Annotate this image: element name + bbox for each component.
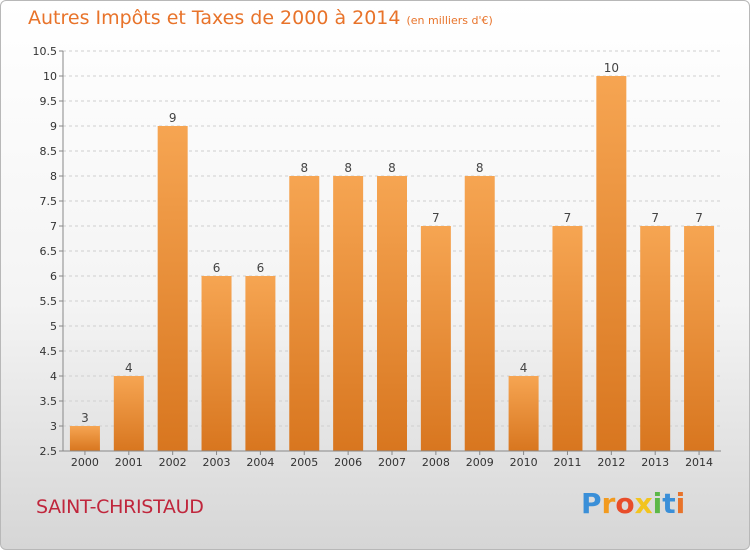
logo-letter: i	[652, 487, 663, 520]
x-tick-label: 2006	[334, 456, 362, 469]
chart-unit: (en milliers d'€)	[406, 14, 493, 27]
bar	[640, 226, 671, 451]
x-tick-label: 2007	[378, 456, 406, 469]
y-tick-label: 10	[43, 70, 57, 83]
data-label: 6	[257, 261, 265, 275]
data-label: 8	[476, 161, 484, 175]
bar	[684, 226, 715, 451]
x-tick-label: 2001	[115, 456, 143, 469]
x-tick-label: 2008	[422, 456, 450, 469]
bar	[420, 226, 451, 451]
bar	[289, 176, 320, 451]
x-tick-label: 2000	[71, 456, 99, 469]
data-label: 10	[604, 61, 619, 75]
data-label: 7	[651, 211, 659, 225]
commune-name: SAINT-CHRISTAUD	[36, 496, 204, 518]
y-tick-label: 10.5	[33, 45, 58, 58]
proxiti-logo: Proxiti	[581, 487, 685, 520]
y-tick-label: 7.5	[40, 195, 58, 208]
data-label: 4	[520, 361, 528, 375]
bar	[113, 376, 144, 451]
bar	[596, 76, 627, 451]
logo-letter: x	[634, 487, 653, 520]
data-label: 8	[388, 161, 396, 175]
data-label: 7	[564, 211, 572, 225]
logo-letter: P	[581, 487, 602, 520]
y-tick-label: 6.5	[40, 245, 58, 258]
data-label: 3	[81, 411, 89, 425]
data-label: 7	[432, 211, 440, 225]
y-tick-label: 8	[50, 170, 57, 183]
y-tick-label: 7	[50, 220, 57, 233]
logo-letter: o	[615, 487, 635, 520]
x-tick-label: 2005	[290, 456, 318, 469]
bar	[508, 376, 539, 451]
x-tick-label: 2009	[466, 456, 494, 469]
data-label: 8	[300, 161, 308, 175]
y-tick-label: 2.5	[40, 445, 58, 458]
x-tick-label: 2002	[159, 456, 187, 469]
bar	[201, 276, 232, 451]
x-tick-label: 2004	[246, 456, 274, 469]
bar	[377, 176, 407, 451]
y-tick-label: 3	[50, 420, 57, 433]
bar	[245, 276, 276, 451]
bar	[464, 176, 495, 451]
x-tick-label: 2012	[597, 456, 625, 469]
bars: 3 4 9 6 6 8 8 8 7 8 4 7 10 7 7	[69, 61, 715, 451]
y-tick-label: 9.5	[40, 95, 58, 108]
bar	[69, 426, 100, 451]
data-label: 8	[344, 161, 352, 175]
x-tick-label: 2010	[510, 456, 538, 469]
y-tick-label: 8.5	[40, 145, 58, 158]
logo-letter: r	[601, 487, 616, 520]
logo-letter: i	[675, 487, 686, 520]
x-tick-label: 2003	[203, 456, 231, 469]
bar	[552, 226, 583, 451]
data-label: 6	[213, 261, 221, 275]
y-tick-label: 3.5	[40, 395, 58, 408]
data-label: 9	[169, 111, 177, 125]
y-tick-label: 6	[50, 270, 57, 283]
y-tick-label: 4.5	[40, 345, 58, 358]
x-tick-label: 2014	[685, 456, 713, 469]
y-tick-label: 5.5	[40, 295, 58, 308]
logo-letter: t	[662, 487, 676, 520]
data-label: 7	[695, 211, 703, 225]
y-tick-label: 4	[50, 370, 57, 383]
chart-title: Autres Impôts et Taxes de 2000 à 2014 (en…	[28, 7, 493, 29]
data-label: 4	[125, 361, 133, 375]
x-tick-label: 2013	[641, 456, 669, 469]
y-tick-label: 9	[50, 120, 57, 133]
axes: 2.5 3 3.5 4 4.5 5 5.5 6 6.5 7 7.5 8 8.5 9 9.5 10 10.5 200…	[33, 45, 721, 469]
bar	[157, 126, 188, 451]
y-tick-label: 5	[50, 320, 57, 333]
bar	[333, 176, 364, 451]
chart-title-text: Autres Impôts et Taxes de 2000 à 2014	[28, 7, 401, 29]
x-tick-label: 2011	[553, 456, 581, 469]
